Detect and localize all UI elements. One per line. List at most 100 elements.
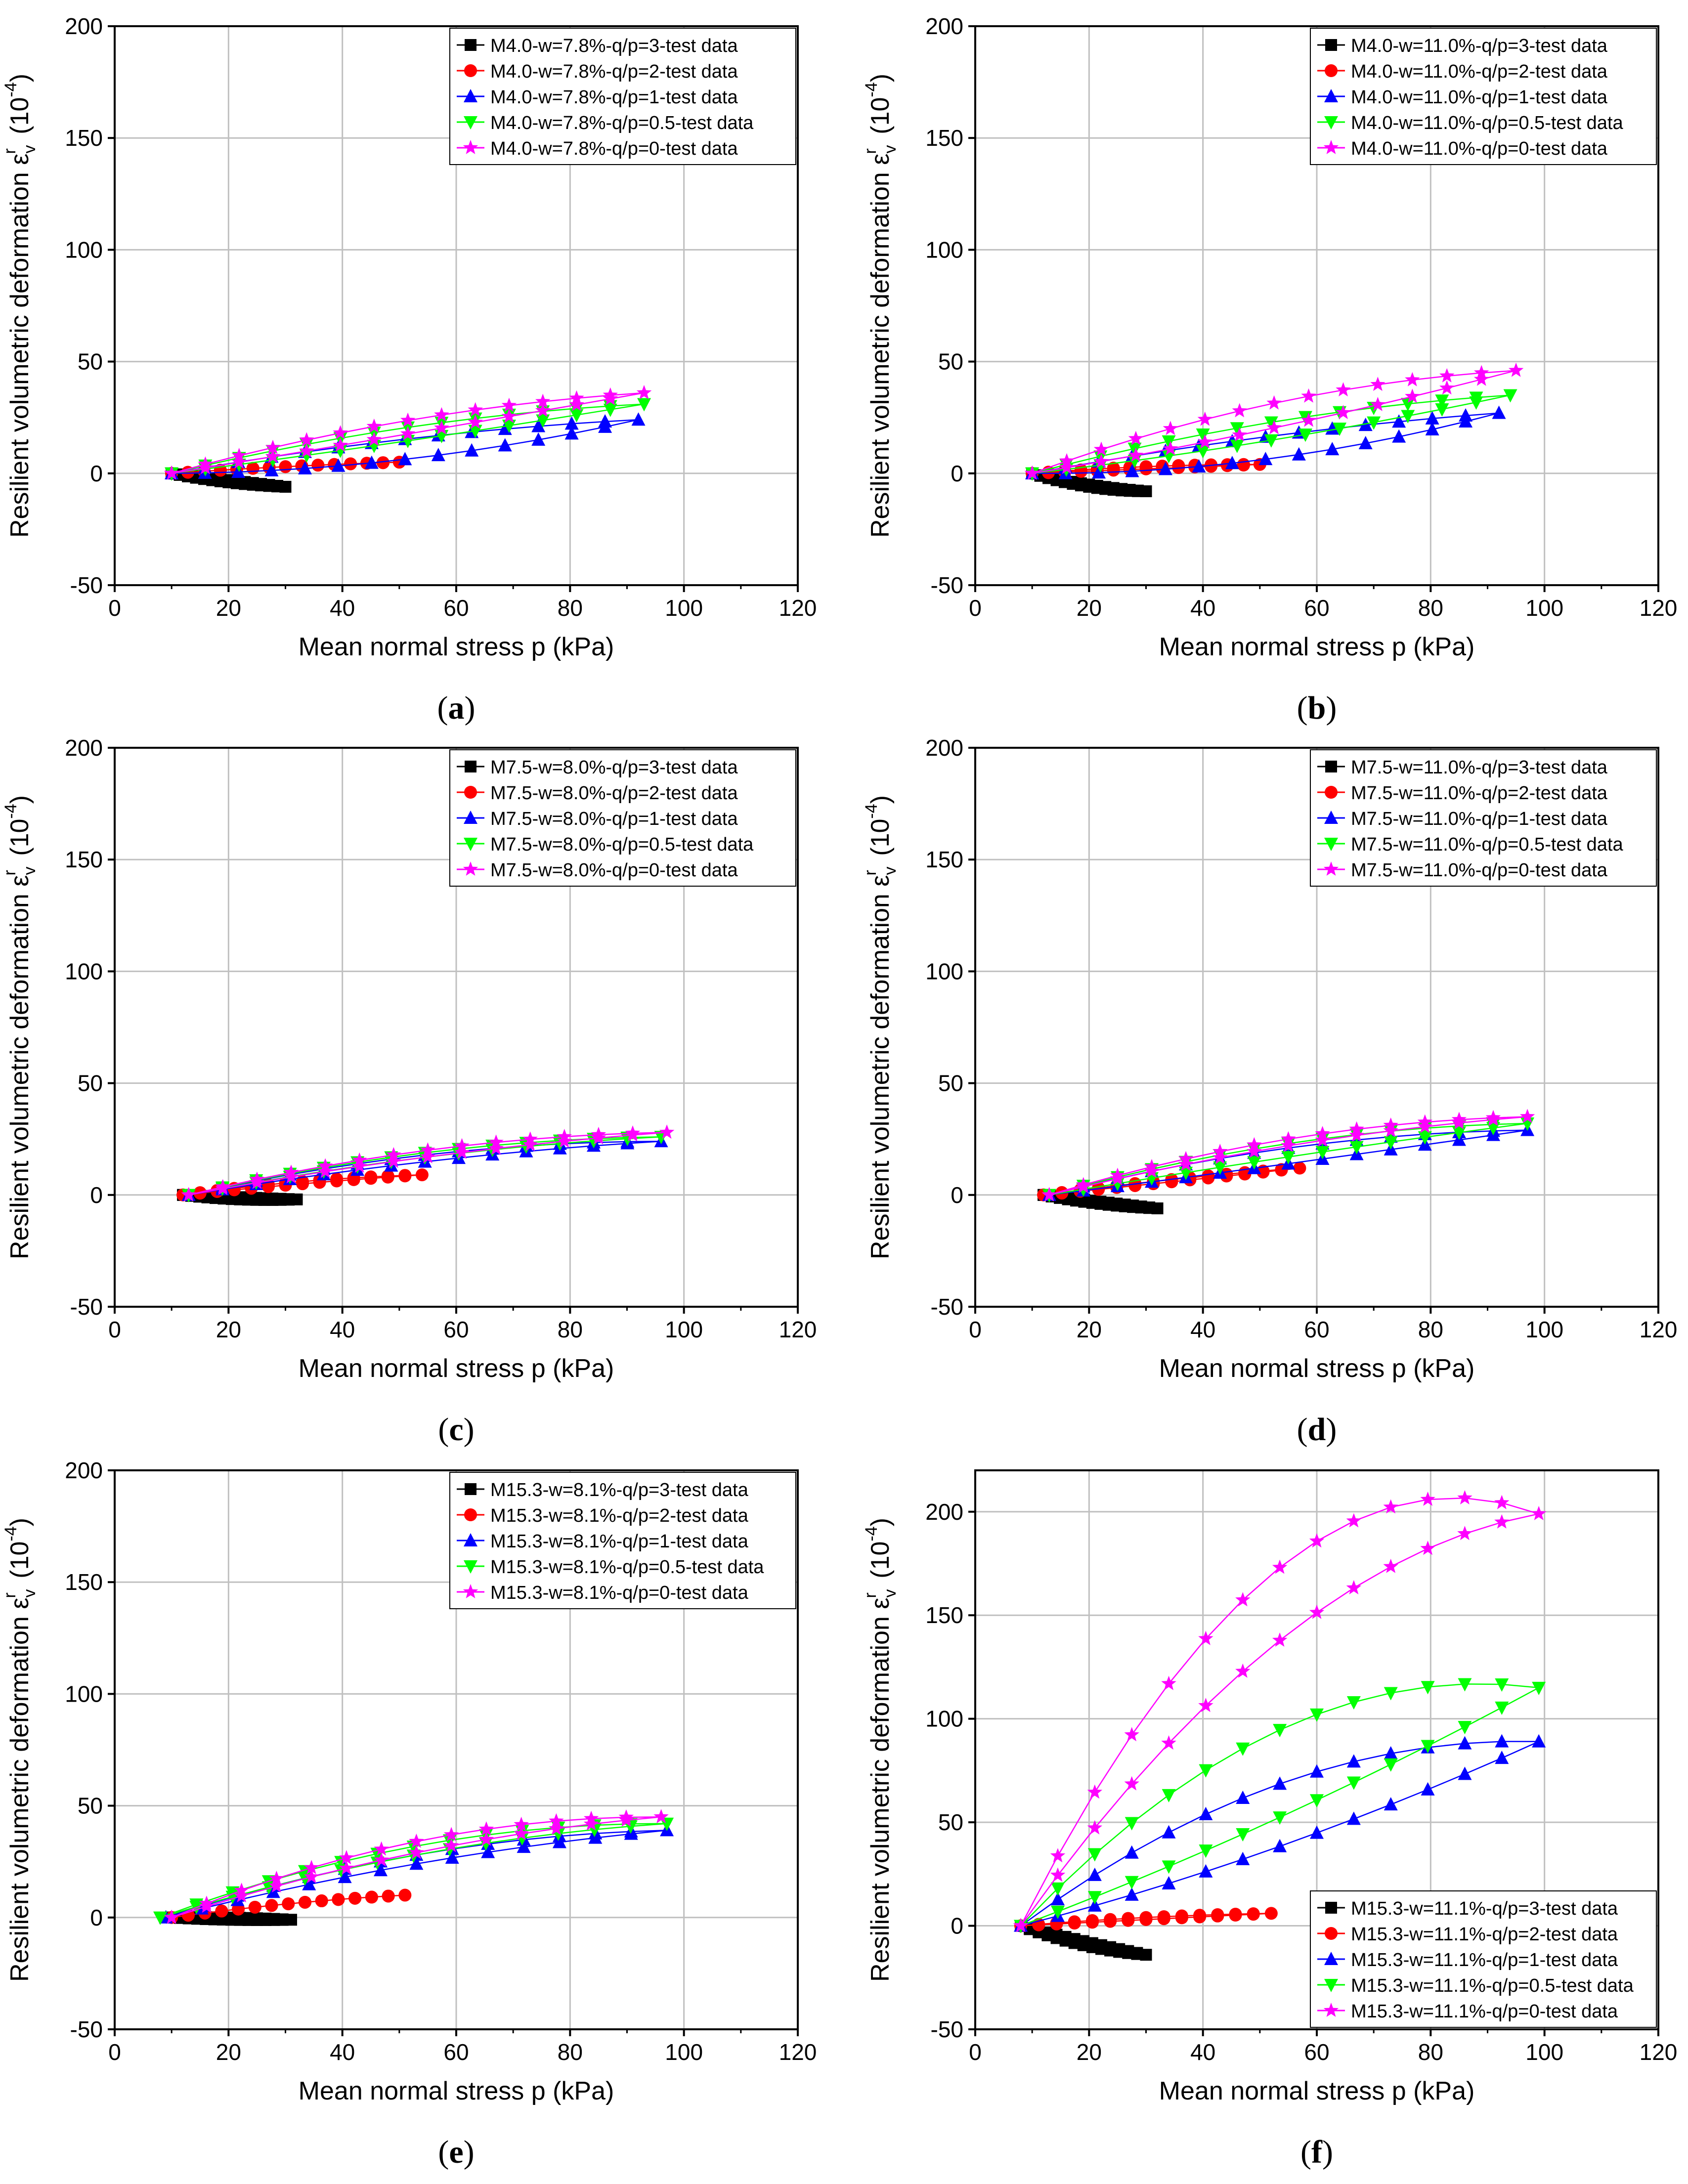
- y-label-sub: v: [20, 145, 39, 154]
- legend-entry: M15.3-w=8.1%-q/p=2-test data: [490, 1505, 749, 1526]
- y-tick-label: 200: [925, 735, 963, 761]
- panel-label-open: (: [437, 690, 448, 726]
- data-point: [1401, 398, 1415, 412]
- series-star: [1024, 362, 1524, 480]
- x-tick-label: 60: [1304, 2039, 1329, 2065]
- data-point: [1230, 439, 1244, 453]
- legend-entry: M15.3-w=11.1%-q/p=2-test data: [1351, 1924, 1618, 1945]
- y-label-close: ): [866, 74, 895, 82]
- legend-entry: M7.5-w=11.0%-q/p=0.5-test data: [1351, 834, 1623, 855]
- data-point: [549, 1821, 564, 1835]
- panel-label: (c): [438, 1412, 474, 1448]
- x-tick-label: 20: [1077, 2039, 1102, 2065]
- data-point: [1420, 1492, 1435, 1506]
- data-point: [481, 1844, 495, 1858]
- x-tick-label: 40: [330, 1317, 355, 1342]
- panel-label-letter: d: [1308, 1412, 1326, 1448]
- y-label-exp: -4: [1, 1526, 20, 1541]
- data-point: [348, 1891, 362, 1905]
- data-point: [1162, 1789, 1176, 1802]
- x-tick-label: 60: [443, 595, 469, 621]
- data-point: [317, 1158, 333, 1173]
- data-point: [583, 1816, 599, 1831]
- data-point: [1128, 447, 1144, 462]
- data-point: [1425, 411, 1439, 425]
- data-point: [465, 443, 479, 457]
- x-tick-label: 60: [443, 1317, 469, 1342]
- y-tick-label: 200: [65, 1457, 103, 1483]
- data-point: [1384, 1797, 1398, 1811]
- data-point: [1093, 454, 1109, 468]
- data-point: [1232, 427, 1247, 442]
- data-point: [1298, 428, 1312, 442]
- data-point: [1494, 1495, 1510, 1509]
- data-point: [478, 1831, 494, 1846]
- legend-marker: [1324, 1952, 1338, 1965]
- legend-entry: M4.0-w=11.0%-q/p=3-test data: [1351, 36, 1608, 56]
- data-point: [1384, 1758, 1398, 1772]
- data-point: [1459, 408, 1473, 422]
- data-point: [1383, 1499, 1398, 1514]
- data-point: [1192, 459, 1206, 472]
- panel-label-letter: f: [1311, 2134, 1323, 2170]
- y-tick-label: -50: [70, 572, 103, 598]
- legend: M7.5-w=8.0%-q/p=3-test data M7.5-w=8.0%-q…: [449, 749, 796, 887]
- y-axis-label: Resilient volumetric deformation εvr (10…: [0, 795, 39, 1259]
- data-point: [659, 1124, 675, 1139]
- data-point: [231, 448, 247, 462]
- y-axis-label: Resilient volumetric deformation εvr (10…: [861, 1518, 900, 1982]
- y-tick-label: 150: [925, 125, 963, 151]
- data-point: [468, 425, 482, 438]
- data-point: [1346, 1513, 1362, 1528]
- data-point: [1125, 1887, 1139, 1901]
- data-point: [331, 458, 346, 472]
- data-point: [434, 420, 449, 435]
- legend-marker: [464, 786, 477, 799]
- data-point: [1281, 1151, 1296, 1164]
- data-point: [1199, 1764, 1213, 1778]
- x-tick-label: 80: [1418, 595, 1443, 621]
- data-point: [189, 1898, 204, 1912]
- legend-entry: M7.5-w=8.0%-q/p=0-test data: [490, 860, 738, 881]
- x-tick-label: 120: [1640, 2039, 1678, 2065]
- data-point: [1087, 1848, 1102, 1862]
- y-label-sup: r: [0, 870, 19, 875]
- data-point: [386, 1154, 401, 1168]
- data-point: [269, 1871, 284, 1885]
- x-tick-label: 40: [330, 595, 355, 621]
- x-tick-label: 60: [1304, 1317, 1329, 1342]
- legend-marker: [465, 39, 476, 51]
- data-point: [1211, 1908, 1224, 1921]
- data-point: [231, 454, 247, 469]
- legend-entry: M7.5-w=8.0%-q/p=0.5-test data: [490, 834, 754, 855]
- data-point: [514, 1816, 529, 1831]
- x-axis-label: Mean normal stress p (kPa): [299, 1354, 614, 1383]
- data-point: [1315, 1146, 1330, 1159]
- data-point: [1421, 1740, 1435, 1754]
- data-point: [1197, 434, 1212, 449]
- legend-marker: [1323, 2003, 1339, 2017]
- data-point: [282, 1897, 295, 1911]
- y-label-main: Resilient volumetric deformation ε: [866, 875, 895, 1260]
- data-point: [1293, 1161, 1306, 1175]
- data-point: [302, 1877, 316, 1890]
- data-point: [445, 1850, 459, 1864]
- y-label-exp: -4: [1, 82, 20, 97]
- x-tick-label: 20: [1077, 1317, 1102, 1342]
- series-triangle-down: [153, 1817, 674, 1925]
- x-tick-label: 120: [1640, 1317, 1678, 1342]
- legend: M4.0-w=11.0%-q/p=3-test data M4.0-w=11.0%…: [1310, 28, 1657, 165]
- data-point: [1050, 1882, 1065, 1896]
- data-point: [431, 448, 445, 462]
- data-point: [265, 449, 281, 463]
- legend-entry: M7.5-w=8.0%-q/p=2-test data: [490, 783, 738, 804]
- y-label-main: Resilient volumetric deformation ε: [5, 875, 34, 1260]
- data-point: [1172, 459, 1185, 472]
- y-tick-label: 50: [938, 349, 963, 375]
- y-tick-label: 0: [951, 1182, 963, 1208]
- data-point: [498, 438, 512, 452]
- data-point: [398, 1169, 412, 1182]
- y-label-close: ): [866, 795, 895, 804]
- data-point: [400, 426, 416, 440]
